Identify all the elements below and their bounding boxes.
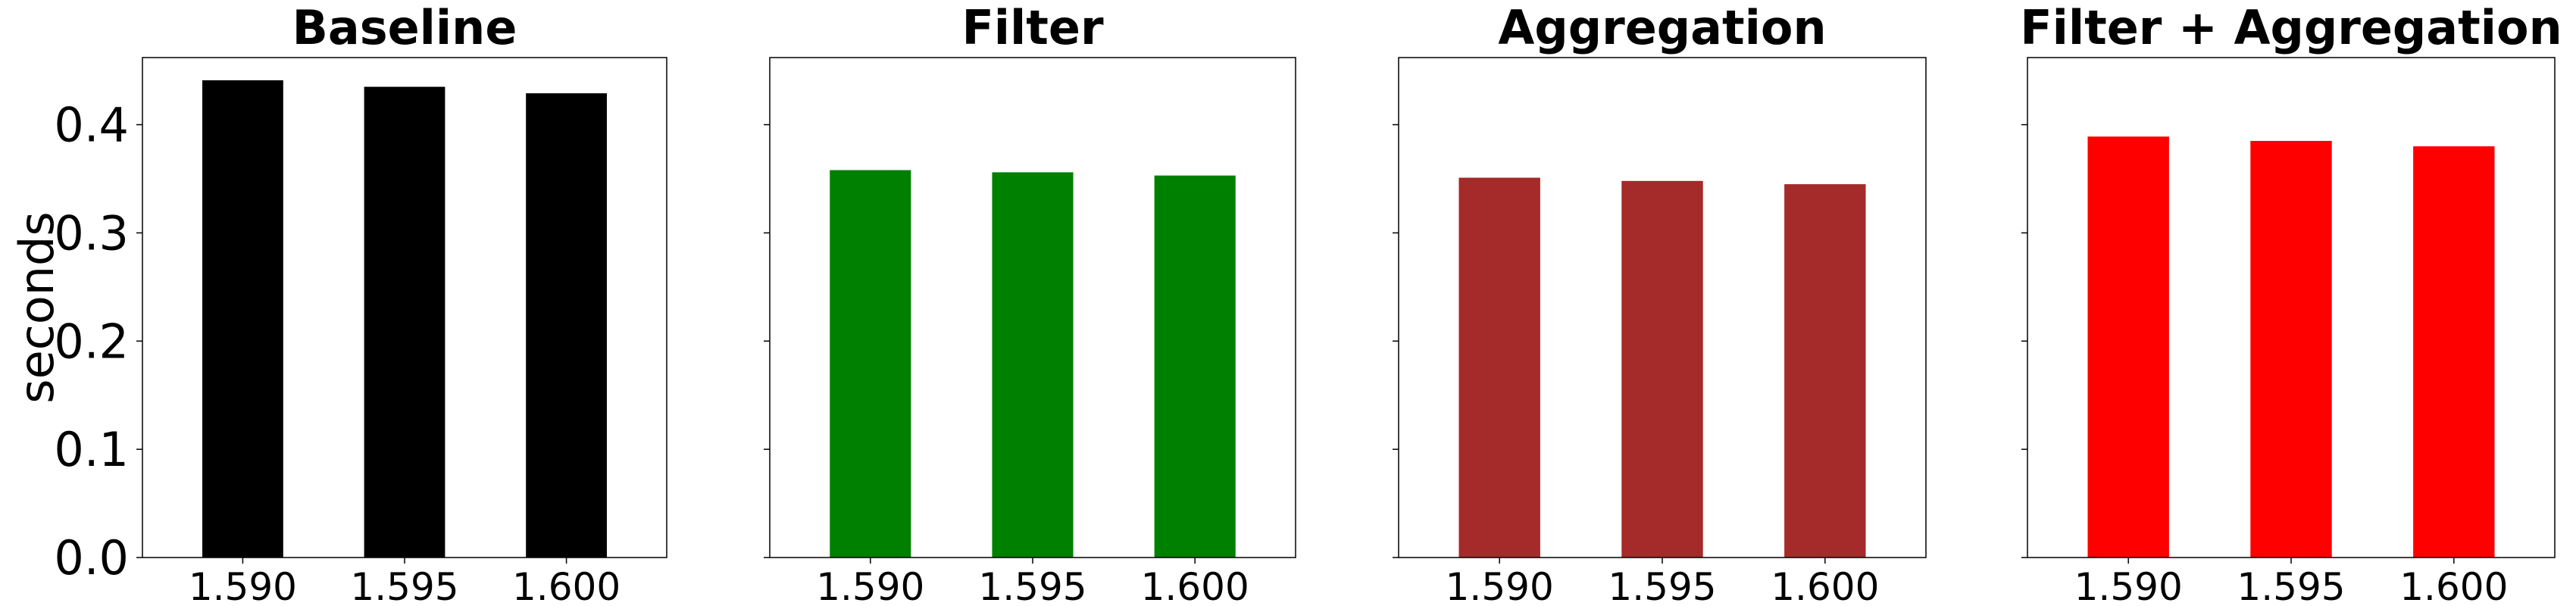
chart-panel-1: Filter 1.590 1.595 1.600	[764, 0, 1296, 606]
x-tick-label: 1.595	[978, 565, 1086, 606]
y-tick-label: 0.0	[54, 530, 129, 586]
chart-title: Filter + Aggregation	[2020, 0, 2562, 55]
x-tick-label: 1.595	[350, 565, 458, 606]
bar	[1621, 180, 1703, 558]
chart-panel-3: Filter + Aggregation 1.590 1.595 1.600	[2020, 0, 2562, 606]
bar	[992, 172, 1074, 558]
y-tick-label: 0.2	[54, 314, 129, 369]
chart-title: Aggregation	[1498, 0, 1826, 55]
chart-title: Baseline	[292, 0, 517, 55]
x-tick-label: 1.590	[1446, 565, 1554, 606]
x-tick-label: 1.595	[1608, 565, 1716, 606]
x-tick-label: 1.590	[189, 565, 297, 606]
bar	[526, 93, 607, 558]
bar	[2413, 146, 2495, 558]
chart-panel-2: Aggregation 1.590 1.595 1.600	[1393, 0, 1927, 606]
bar	[830, 170, 911, 558]
y-tick-label: 0.1	[54, 422, 129, 477]
bar	[202, 80, 283, 558]
chart-panel-0: Baseline 1.590 1.595 1.600 0.0 0.1 0.2 0.3 0.4 se…	[9, 0, 667, 606]
y-tick-label: 0.3	[54, 205, 129, 261]
bar	[2087, 136, 2169, 558]
x-tick-label: 1.600	[512, 565, 621, 606]
bar	[1458, 177, 1540, 558]
x-tick-label: 1.600	[2399, 565, 2508, 606]
x-tick-label: 1.600	[1141, 565, 1249, 606]
y-axis-label: seconds	[9, 211, 64, 403]
bar	[364, 86, 445, 558]
y-tick-label: 0.4	[54, 98, 129, 153]
bar	[2250, 141, 2332, 558]
chart-title: Filter	[961, 0, 1104, 55]
x-tick-label: 1.595	[2237, 565, 2345, 606]
x-tick-label: 1.590	[816, 565, 924, 606]
x-tick-label: 1.600	[1771, 565, 1879, 606]
bar	[1154, 175, 1236, 558]
bar	[1784, 184, 1866, 558]
x-tick-label: 1.590	[2074, 565, 2183, 606]
